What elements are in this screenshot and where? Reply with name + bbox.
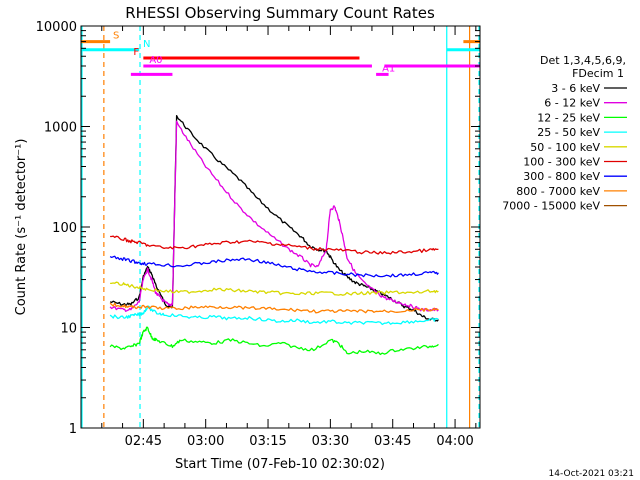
status-bar-label: N [143,39,150,50]
legend-title-line: Det 1,3,4,5,6,9, [540,54,626,67]
x-tick-label: 03:45 [374,434,411,449]
series-line-1 [109,120,439,312]
legend-label: 6 - 12 keV [544,97,600,110]
legend-label: 3 - 6 keV [551,82,600,95]
series-line-2 [109,326,439,356]
y-tick-label: 1 [69,422,77,437]
legend-label: 100 - 300 keV [523,156,600,169]
legend-label: 25 - 50 keV [537,126,600,139]
legend-title-line: FDecim 1 [572,67,624,80]
legend-label: 7000 - 15000 keV [502,200,600,213]
status-bar-label: F [133,47,139,58]
status-bar-label: A0 [149,55,162,66]
status-bars: S NF A0 A1 [81,31,480,76]
series-line-6 [109,255,439,278]
axes: 1 10 100 1000 10000 02:45 03:00 03:15 03:30 03:45… [36,20,480,449]
series-line-4 [110,281,439,296]
legend-label: 800 - 7000 keV [516,185,600,198]
timestamp: 14-Oct-2021 03:21 [549,469,634,479]
status-bar-label: S [113,31,119,42]
y-tick-label: 100 [52,221,77,236]
y-tick-label: 10 [60,322,77,337]
series-line-0 [109,114,439,322]
y-tick-label: 1000 [44,121,77,136]
legend: Det 1,3,4,5,6,9,FDecim 1 3 - 6 keV 6 - 12 … [502,54,627,213]
y-axis-label: Count Rate (s⁻¹ detector⁻¹) [14,139,29,316]
x-tick-label: 03:30 [312,434,349,449]
chart-title: RHESSI Observing Summary Count Rates [125,4,435,22]
legend-label: 50 - 100 keV [530,141,600,154]
y-tick-label: 10000 [36,20,77,35]
series-lines [109,114,439,356]
series-line-3 [109,305,439,326]
x-tick-label: 04:00 [436,434,473,449]
legend-label: 300 - 800 keV [523,170,600,183]
legend-label: 12 - 25 keV [537,111,600,124]
status-bar-label: A1 [382,63,395,74]
x-axis-label: Start Time (07-Feb-10 02:30:02) [175,457,385,472]
series-line-5 [110,235,439,255]
x-tick-label: 02:45 [125,434,162,449]
series-line-7 [109,302,439,314]
x-tick-label: 03:00 [187,434,224,449]
x-tick-label: 03:15 [249,434,286,449]
